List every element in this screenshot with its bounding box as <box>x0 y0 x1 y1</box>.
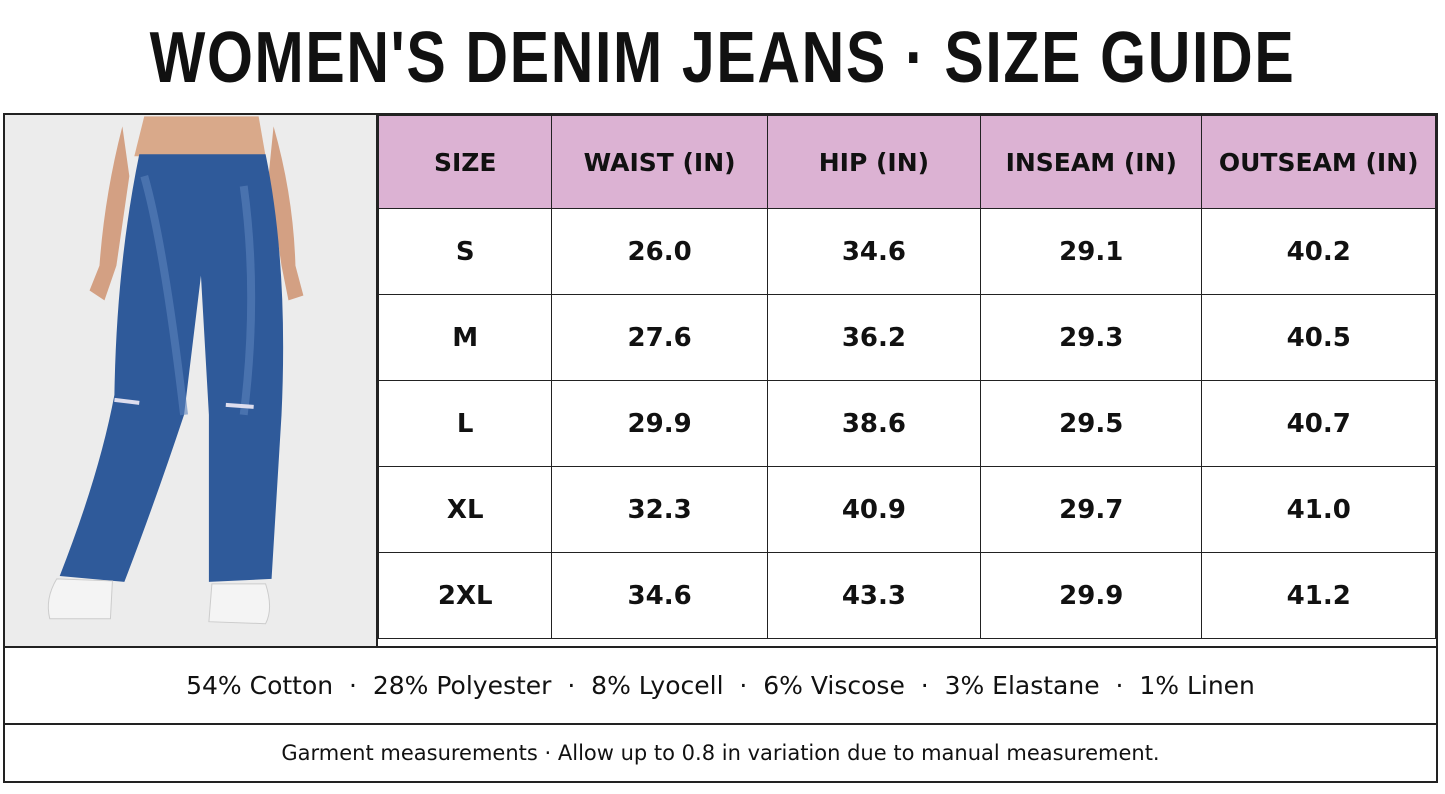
column-header: SIZE <box>377 115 553 209</box>
column-header: INSEAM (IN) <box>980 115 1203 209</box>
measurement-cell: 29.9 <box>980 552 1203 639</box>
measurement-cell: 38.6 <box>766 380 982 467</box>
table-row: 2XL 34.6 43.3 29.9 41.2 <box>377 552 1436 639</box>
table-row: L 29.9 38.6 29.5 40.7 <box>377 380 1436 467</box>
table-row: M 27.6 36.2 29.3 40.5 <box>377 294 1436 381</box>
size-cell: 2XL <box>377 552 553 639</box>
size-table: SIZE WAIST (IN) HIP (IN) INSEAM (IN) OUTSEAM… <box>377 115 1436 639</box>
measurement-cell: 27.6 <box>551 294 768 381</box>
size-chart: SIZE WAIST (IN) HIP (IN) INSEAM (IN) OUTSEAM… <box>3 113 1438 783</box>
table-row: XL 32.3 40.9 29.7 41.0 <box>377 466 1436 553</box>
measurement-cell: 40.7 <box>1201 380 1436 467</box>
measurement-note: Garment measurements · Allow up to 0.8 i… <box>281 741 1160 765</box>
measurement-cell: 29.7 <box>980 466 1203 553</box>
header-row: SIZE WAIST (IN) HIP (IN) INSEAM (IN) OUTSEAM… <box>377 115 1436 209</box>
page-title: WOMEN'S DENIM JEANS · SIZE GUIDE <box>149 18 1296 98</box>
column-header: OUTSEAM (IN) <box>1201 115 1436 209</box>
measurement-cell: 26.0 <box>551 208 768 295</box>
measurement-cell: 32.3 <box>551 466 768 553</box>
measurement-cell: 41.0 <box>1201 466 1436 553</box>
size-cell: XL <box>377 466 553 553</box>
measurement-cell: 34.6 <box>766 208 982 295</box>
measurement-cell: 43.3 <box>766 552 982 639</box>
measurement-cell: 40.2 <box>1201 208 1436 295</box>
measurement-cell: 34.6 <box>551 552 768 639</box>
size-cell: L <box>377 380 553 467</box>
measurement-cell: 29.9 <box>551 380 768 467</box>
table-body: S 26.0 34.6 29.1 40.2 M 27.6 36.2 29.3 40.5 L 29.9 3… <box>377 208 1436 639</box>
measurement-cell: 29.5 <box>980 380 1203 467</box>
measurement-cell: 40.9 <box>766 466 982 553</box>
column-header: WAIST (IN) <box>551 115 768 209</box>
fabric-composition: 54% Cotton · 28% Polyester · 8% Lyocell … <box>5 646 1436 725</box>
measurement-cell: 40.5 <box>1201 294 1436 381</box>
measurement-cell: 36.2 <box>766 294 982 381</box>
table-row: S 26.0 34.6 29.1 40.2 <box>377 208 1436 295</box>
measurement-cell: 29.1 <box>980 208 1203 295</box>
size-cell: S <box>377 208 553 295</box>
product-photo <box>5 115 378 646</box>
size-cell: M <box>377 294 553 381</box>
measurement-cell: 29.3 <box>980 294 1203 381</box>
measurement-cell: 41.2 <box>1201 552 1436 639</box>
column-header: HIP (IN) <box>766 115 982 209</box>
